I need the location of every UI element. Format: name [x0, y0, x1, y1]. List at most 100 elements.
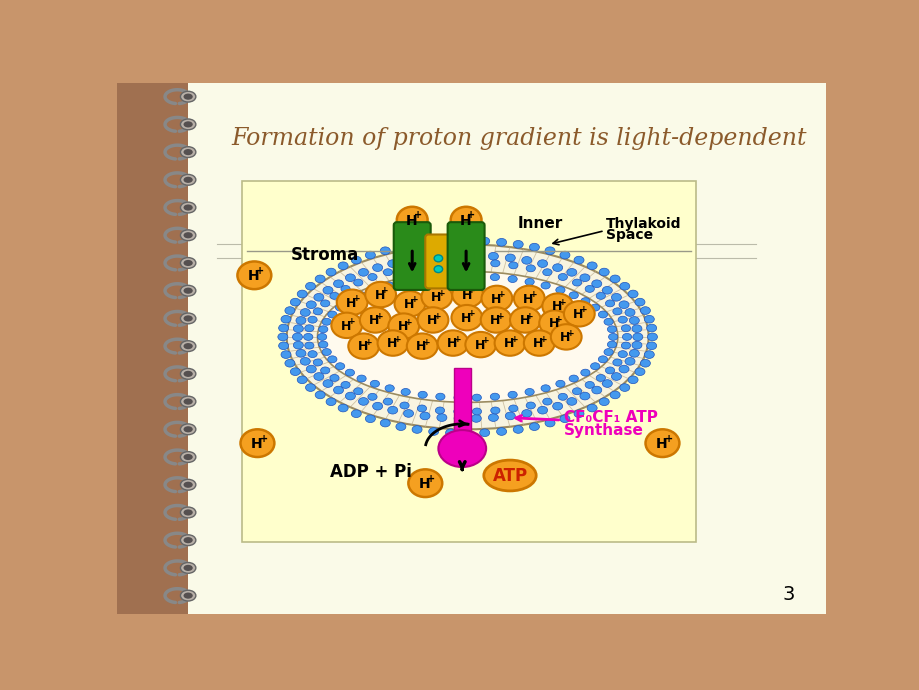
Ellipse shape	[297, 376, 307, 384]
Ellipse shape	[183, 565, 193, 571]
Text: +: +	[434, 312, 441, 321]
Ellipse shape	[494, 331, 525, 356]
Ellipse shape	[631, 325, 641, 333]
Text: +: +	[467, 210, 475, 220]
Ellipse shape	[435, 407, 444, 414]
Ellipse shape	[180, 147, 196, 157]
Ellipse shape	[358, 268, 369, 276]
Text: H: H	[519, 314, 529, 327]
Text: H: H	[418, 477, 430, 491]
Ellipse shape	[521, 257, 531, 264]
Ellipse shape	[287, 244, 648, 429]
Ellipse shape	[380, 420, 390, 427]
Ellipse shape	[180, 562, 196, 573]
Text: H: H	[397, 320, 408, 333]
Text: H: H	[403, 298, 414, 311]
Ellipse shape	[280, 315, 290, 323]
Text: H: H	[340, 319, 351, 333]
Ellipse shape	[428, 428, 438, 435]
Ellipse shape	[180, 202, 196, 213]
Ellipse shape	[278, 333, 288, 341]
Ellipse shape	[305, 384, 315, 391]
Ellipse shape	[387, 406, 397, 414]
Ellipse shape	[345, 392, 355, 400]
Text: +: +	[410, 295, 418, 304]
Ellipse shape	[180, 368, 196, 380]
Ellipse shape	[523, 331, 554, 356]
Ellipse shape	[417, 275, 426, 282]
Ellipse shape	[560, 251, 569, 259]
Ellipse shape	[357, 292, 366, 299]
Text: +: +	[404, 318, 412, 327]
Ellipse shape	[380, 247, 390, 255]
Text: H: H	[357, 340, 368, 353]
Text: +: +	[566, 328, 574, 337]
Ellipse shape	[454, 252, 463, 259]
Ellipse shape	[453, 394, 462, 401]
Ellipse shape	[280, 351, 290, 358]
Ellipse shape	[183, 399, 193, 404]
Ellipse shape	[496, 239, 506, 246]
Ellipse shape	[525, 278, 534, 286]
Ellipse shape	[590, 304, 599, 311]
Ellipse shape	[434, 266, 442, 273]
Ellipse shape	[183, 454, 193, 460]
Ellipse shape	[385, 385, 394, 392]
Ellipse shape	[412, 426, 422, 433]
Ellipse shape	[437, 331, 468, 356]
Text: +: +	[526, 312, 533, 321]
Ellipse shape	[618, 351, 627, 357]
Text: H: H	[459, 214, 471, 228]
Ellipse shape	[334, 386, 343, 394]
Ellipse shape	[388, 313, 419, 339]
Text: +: +	[510, 335, 518, 344]
Ellipse shape	[325, 268, 335, 276]
Ellipse shape	[365, 282, 395, 307]
Ellipse shape	[353, 279, 362, 286]
Ellipse shape	[293, 342, 303, 349]
Ellipse shape	[285, 307, 295, 315]
Ellipse shape	[451, 305, 482, 331]
Ellipse shape	[526, 265, 535, 272]
Ellipse shape	[602, 286, 612, 294]
Ellipse shape	[646, 324, 656, 332]
Ellipse shape	[624, 357, 634, 365]
Ellipse shape	[507, 391, 516, 398]
Ellipse shape	[306, 365, 316, 373]
Ellipse shape	[335, 304, 345, 311]
Ellipse shape	[313, 293, 323, 301]
Ellipse shape	[335, 363, 345, 370]
Ellipse shape	[330, 293, 339, 299]
Ellipse shape	[471, 394, 481, 401]
Ellipse shape	[490, 393, 499, 400]
Ellipse shape	[406, 333, 437, 359]
Ellipse shape	[479, 429, 489, 437]
Ellipse shape	[452, 282, 482, 307]
Ellipse shape	[336, 290, 368, 315]
Ellipse shape	[180, 313, 196, 324]
Ellipse shape	[385, 282, 394, 289]
Ellipse shape	[365, 415, 375, 422]
Text: +: +	[353, 294, 360, 303]
Ellipse shape	[634, 368, 644, 375]
Ellipse shape	[183, 149, 193, 155]
Text: Stroma: Stroma	[290, 246, 358, 264]
Text: +: +	[376, 312, 383, 321]
Text: H: H	[548, 317, 559, 331]
Ellipse shape	[180, 91, 196, 102]
Text: H: H	[447, 337, 457, 351]
Ellipse shape	[539, 310, 570, 336]
Ellipse shape	[322, 348, 331, 355]
Ellipse shape	[341, 382, 350, 388]
Ellipse shape	[315, 275, 324, 283]
Ellipse shape	[368, 393, 377, 400]
Ellipse shape	[396, 207, 427, 233]
Text: +: +	[427, 473, 435, 484]
Ellipse shape	[528, 423, 539, 431]
Ellipse shape	[296, 317, 306, 324]
Ellipse shape	[417, 391, 426, 398]
Ellipse shape	[293, 325, 303, 333]
Ellipse shape	[296, 349, 306, 357]
Ellipse shape	[508, 405, 517, 412]
Ellipse shape	[580, 369, 589, 376]
